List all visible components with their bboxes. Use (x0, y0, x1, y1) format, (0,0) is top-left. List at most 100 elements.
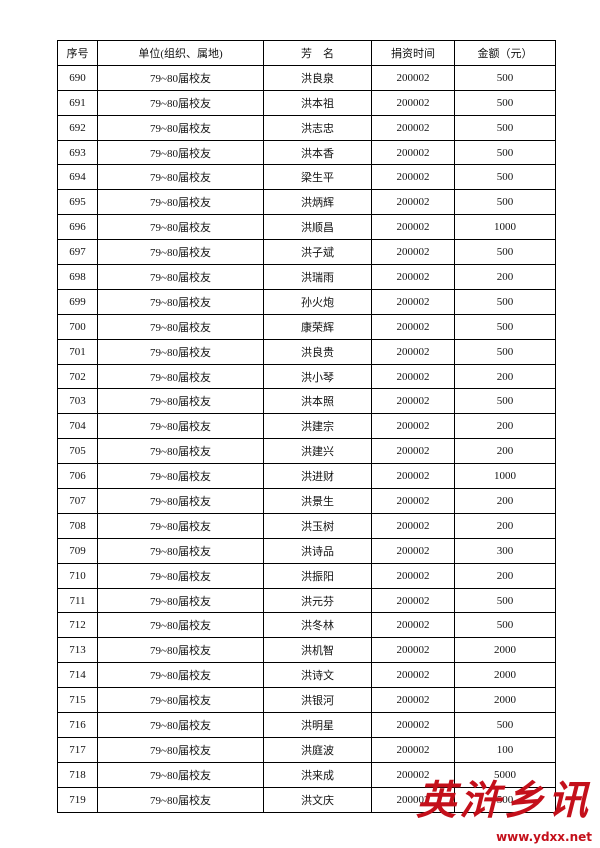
cell: 洪子斌 (263, 239, 372, 266)
cell: 200002 (371, 562, 455, 589)
cell: 500 (454, 388, 556, 415)
data-row: 699 79~80届校友 孙火炮 200002 500 (57, 288, 556, 315)
cell: 洪元芬 (263, 587, 372, 614)
cell: 康荣辉 (263, 313, 372, 340)
cell: 717 (57, 736, 98, 763)
cell: 200002 (371, 761, 455, 788)
data-row: 717 79~80届校友 洪庭波 200002 100 (57, 736, 556, 763)
cell: 200 (454, 264, 556, 290)
cell: 200 (454, 488, 556, 514)
cell: 692 (57, 114, 98, 141)
cell: 79~80届校友 (97, 214, 264, 241)
cell: 500 (454, 64, 556, 91)
data-row: 705 79~80届校友 洪建兴 200002 200 (57, 438, 556, 465)
cell: 200002 (371, 537, 455, 564)
cell: 洪诗品 (263, 537, 372, 564)
data-row: 708 79~80届校友 洪玉树 200002 200 (57, 512, 556, 539)
cell: 200002 (371, 587, 455, 614)
cell: 79~80届校友 (97, 189, 264, 216)
data-row: 704 79~80届校友 洪建宗 200002 200 (57, 413, 556, 440)
cell: 79~80届校友 (97, 612, 264, 639)
cell: 200002 (371, 239, 455, 266)
cell: 200 (454, 562, 556, 589)
data-row: 709 79~80届校友 洪诗品 200002 300 (57, 537, 556, 564)
cell: 79~80届校友 (97, 637, 264, 664)
cell: 79~80届校友 (97, 537, 264, 564)
cell: 1000 (454, 463, 556, 490)
cell: 洪诗文 (263, 662, 372, 689)
cell: 79~80届校友 (97, 413, 264, 440)
cell: 200 (454, 438, 556, 465)
cell: 500 (454, 786, 556, 813)
cell: 79~80届校友 (97, 313, 264, 340)
cell: 洪进财 (263, 463, 372, 490)
cell: 洪银河 (263, 687, 372, 714)
cell: 序号 (57, 40, 98, 66)
cell: 200002 (371, 512, 455, 539)
data-row: 697 79~80届校友 洪子斌 200002 500 (57, 239, 556, 266)
cell: 698 (57, 264, 98, 290)
cell: 200002 (371, 786, 455, 813)
data-row: 698 79~80届校友 洪瑞雨 200002 200 (57, 264, 556, 290)
cell: 洪庭波 (263, 736, 372, 763)
cell: 洪景生 (263, 488, 372, 514)
cell: 200002 (371, 637, 455, 664)
cell: 洪小琴 (263, 363, 372, 390)
cell: 79~80届校友 (97, 761, 264, 788)
data-row: 695 79~80届校友 洪炳辉 200002 500 (57, 189, 556, 216)
data-row: 707 79~80届校友 洪景生 200002 200 (57, 488, 556, 514)
cell: 200002 (371, 114, 455, 141)
cell: 200002 (371, 463, 455, 490)
cell: 79~80届校友 (97, 338, 264, 365)
cell: 200 (454, 363, 556, 390)
cell: 200002 (371, 164, 455, 191)
cell: 79~80届校友 (97, 239, 264, 266)
cell: 500 (454, 239, 556, 266)
cell: 200002 (371, 338, 455, 365)
cell: 695 (57, 189, 98, 216)
data-row: 710 79~80届校友 洪振阳 200002 200 (57, 562, 556, 589)
cell: 200002 (371, 64, 455, 91)
cell: 孙火炮 (263, 288, 372, 315)
cell: 200 (454, 512, 556, 539)
cell: 200002 (371, 363, 455, 390)
data-row: 716 79~80届校友 洪明星 200002 500 (57, 712, 556, 738)
cell: 79~80届校友 (97, 662, 264, 689)
cell: 500 (454, 712, 556, 738)
table-body: 序号 单位(组织、属地) 芳 名捐资时间 金额（元） 690 79~80届校友 洪良泉 200… (57, 40, 556, 813)
cell: 洪建兴 (263, 438, 372, 465)
cell: 200002 (371, 413, 455, 440)
cell: 79~80届校友 (97, 114, 264, 141)
cell: 707 (57, 488, 98, 514)
cell: 200 (454, 413, 556, 440)
cell: 500 (454, 89, 556, 116)
cell: 洪来成 (263, 761, 372, 788)
cell: 洪炳辉 (263, 189, 372, 216)
cell: 1000 (454, 214, 556, 241)
cell: 500 (454, 164, 556, 191)
cell: 79~80届校友 (97, 64, 264, 91)
cell: 洪顺昌 (263, 214, 372, 241)
donation-table: 序号 单位(组织、属地) 芳 名捐资时间 金额（元） 690 79~80届校友 洪良泉 200… (57, 40, 556, 813)
cell: 200002 (371, 712, 455, 738)
cell: 200002 (371, 488, 455, 514)
cell: 洪冬林 (263, 612, 372, 639)
cell: 洪瑞雨 (263, 264, 372, 290)
cell: 洪文庆 (263, 786, 372, 813)
cell: 79~80届校友 (97, 562, 264, 589)
cell: 700 (57, 313, 98, 340)
cell: 5000 (454, 761, 556, 788)
cell: 79~80届校友 (97, 139, 264, 166)
cell: 79~80届校友 (97, 488, 264, 514)
cell: 709 (57, 537, 98, 564)
cell: 洪机智 (263, 637, 372, 664)
cell: 洪建宗 (263, 413, 372, 440)
cell: 706 (57, 463, 98, 490)
cell: 200002 (371, 388, 455, 415)
cell: 713 (57, 637, 98, 664)
cell: 79~80届校友 (97, 264, 264, 290)
cell: 500 (454, 288, 556, 315)
cell: 洪良贵 (263, 338, 372, 365)
data-row: 714 79~80届校友 洪诗文 200002 2000 (57, 662, 556, 689)
data-row: 701 79~80届校友 洪良贵 200002 500 (57, 338, 556, 365)
